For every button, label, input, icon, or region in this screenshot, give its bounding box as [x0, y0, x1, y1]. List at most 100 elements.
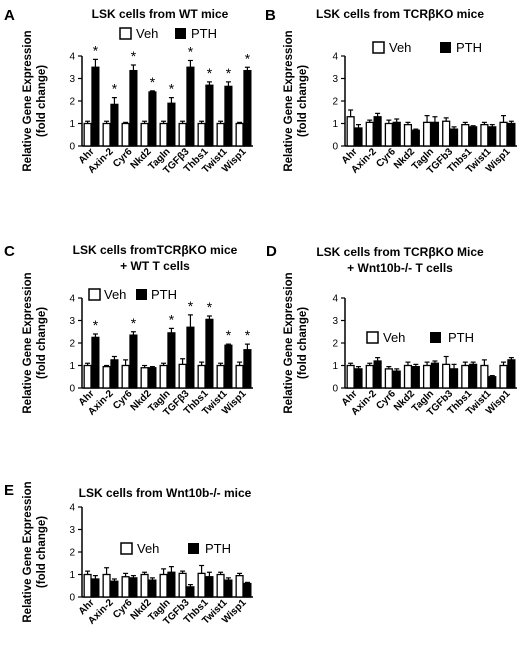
panel-c-title-line1: LSK cells fromTCRβKO mice [73, 243, 238, 257]
y-tick-label: 4 [69, 52, 75, 63]
pth-bar [488, 126, 497, 147]
veh-bar [83, 364, 92, 389]
veh-bar [461, 123, 470, 147]
pth-bar [392, 121, 401, 147]
panel-b-legend: Veh PTH [372, 40, 482, 55]
y-tick-label: 2 [332, 97, 338, 108]
pth-bar [167, 571, 176, 598]
veh-bar [422, 121, 432, 147]
significance-star: * [207, 299, 213, 315]
panel-a-plot: 0 1 2 3 4 Relative Gene Expression (fold chang… [22, 30, 253, 177]
significance-star: * [112, 81, 118, 97]
y-tick-label: 2 [69, 339, 75, 350]
significance-star: * [226, 65, 232, 81]
y-tick-label: 1 [69, 119, 75, 130]
significance-star: * [207, 65, 213, 81]
pth-bar [148, 367, 157, 389]
pth-bar [507, 122, 516, 147]
significance-star: * [245, 50, 251, 66]
pth-bar [411, 129, 420, 147]
legend-veh-label: Veh [137, 541, 159, 556]
pth-bar [449, 368, 459, 389]
pth-bar [243, 582, 252, 598]
legend-veh-swatch [88, 288, 101, 301]
significance-star: * [131, 48, 137, 64]
panel-c-letter: C [4, 243, 15, 260]
pth-bar [373, 360, 382, 389]
veh-bar [216, 122, 225, 147]
y-tick-label: 0 [69, 142, 75, 153]
veh-bar [121, 576, 130, 598]
pth-bar [129, 577, 138, 598]
veh-bar [365, 364, 374, 389]
veh-bar [197, 572, 206, 598]
veh-bar [384, 122, 393, 147]
y-tick-label: 3 [69, 525, 75, 536]
pth-bar [224, 85, 233, 147]
legend-pth-swatch [430, 332, 441, 343]
veh-bar [216, 364, 225, 389]
y-tick-label: 3 [332, 316, 338, 327]
legend-pth-label: PTH [205, 541, 231, 556]
y-tick-label: 1 [69, 361, 75, 372]
veh-bar [159, 573, 168, 598]
veh-bar [442, 363, 451, 389]
veh-bar [159, 122, 168, 147]
y-tick-label: 1 [69, 570, 75, 581]
pth-bar [129, 69, 138, 147]
veh-bar [499, 364, 508, 389]
pth-bar [205, 84, 214, 147]
veh-bar [140, 122, 149, 147]
veh-bar [499, 121, 508, 147]
significance-star: * [169, 81, 175, 97]
significance-star: * [188, 298, 194, 314]
legend-pth-swatch [188, 543, 199, 554]
legend-pth-swatch [136, 289, 147, 300]
veh-bar [235, 364, 244, 389]
legend-veh-label: Veh [383, 330, 405, 345]
pth-bar [469, 126, 478, 147]
panel-a-letter: A [4, 7, 15, 24]
pth-bar [167, 332, 176, 389]
legend-pth-label: PTH [448, 330, 474, 345]
panel-c: C LSK cells fromTCRβKO mice + WT T cells… [4, 243, 253, 419]
veh-bar [178, 572, 187, 598]
y-tick-label: 1 [332, 361, 338, 372]
veh-bar [178, 363, 187, 389]
panel-a-title: LSK cells from WT mice [92, 7, 229, 21]
y-tick-label: 2 [332, 339, 338, 350]
panel-b-title: LSK cells from TCRβKO mice [316, 7, 484, 21]
significance-star: * [150, 74, 156, 90]
legend-veh-swatch [372, 41, 385, 54]
panel-d-title-line1: LSK cells from TCRβKO Mice [316, 245, 484, 259]
significance-star: * [93, 42, 99, 58]
significance-star: * [226, 327, 232, 343]
y-tick-label: 3 [332, 74, 338, 85]
significance-star: * [188, 44, 194, 60]
veh-bar [365, 121, 374, 147]
veh-bar [235, 122, 244, 147]
pth-bar [148, 91, 157, 147]
pth-bar [129, 334, 138, 389]
legend-pth-swatch [175, 28, 186, 39]
pth-bar [430, 362, 440, 389]
y-tick-label: 4 [332, 52, 338, 63]
y-tick-label: 4 [69, 503, 75, 514]
pth-bar [110, 580, 119, 598]
pth-bar [205, 318, 214, 389]
y-tick-label: 1 [332, 119, 338, 130]
y-tick-label: 4 [332, 294, 338, 305]
veh-bar [461, 364, 470, 389]
pth-bar [91, 66, 100, 147]
significance-star: * [245, 327, 251, 343]
y-tick-label: 3 [69, 74, 75, 85]
legend-veh-label: Veh [389, 40, 411, 55]
pth-bar [392, 370, 401, 389]
pth-bar [91, 336, 100, 389]
pth-bar [469, 363, 478, 389]
veh-bar [102, 365, 111, 389]
pth-bar [205, 576, 214, 598]
pth-bar [224, 579, 233, 598]
pth-bar [91, 578, 100, 598]
y-tick-label: 2 [69, 548, 75, 559]
